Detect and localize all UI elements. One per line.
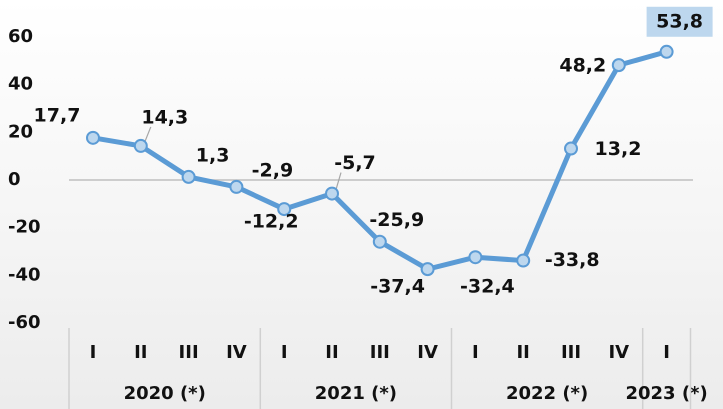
data-label: 13,2: [595, 138, 642, 160]
y-tick-label: 60: [8, 26, 33, 47]
group-label: 2020 (*): [124, 383, 206, 404]
data-label: 1,3: [196, 144, 230, 166]
group-label: 2023 (*): [625, 383, 707, 404]
y-tick-label: -40: [8, 264, 41, 285]
y-tick-label: -60: [8, 312, 41, 333]
marker: [135, 140, 147, 152]
data-label: -5,7: [334, 152, 376, 174]
data-label: 17,7: [34, 104, 81, 126]
data-label: -37,4: [370, 276, 425, 298]
x-tick-label: I: [663, 342, 670, 363]
marker: [565, 143, 577, 155]
data-label: -2,9: [252, 159, 294, 181]
x-tick-label: II: [325, 342, 338, 363]
marker: [230, 181, 242, 193]
x-tick-label: IV: [608, 342, 629, 363]
x-tick-label: III: [370, 342, 390, 363]
marker: [469, 251, 481, 263]
data-label: -25,9: [369, 209, 424, 231]
data-label: 14,3: [141, 106, 188, 128]
y-tick-label: 0: [8, 169, 21, 190]
marker: [661, 46, 673, 58]
y-tick-label: 40: [8, 74, 33, 95]
marker: [374, 236, 386, 248]
marker: [517, 255, 529, 267]
marker: [183, 171, 195, 183]
leader-line: [145, 127, 151, 142]
x-tick-label: I: [90, 342, 97, 363]
y-tick-label: 20: [8, 121, 33, 142]
data-label: -12,2: [244, 211, 299, 233]
data-label: 48,2: [559, 55, 606, 77]
data-label: -33,8: [545, 249, 600, 271]
x-tick-label: I: [472, 342, 479, 363]
marker: [613, 59, 625, 71]
x-tick-label: IV: [226, 342, 247, 363]
group-label: 2021 (*): [315, 383, 397, 404]
x-tick-label: II: [134, 342, 147, 363]
chart: -60-40-200204060IIIIIIIVIIIIIIIVIIIIIIIV…: [0, 0, 723, 409]
data-label: -32,4: [460, 276, 515, 298]
x-tick-label: III: [561, 342, 581, 363]
x-tick-label: I: [281, 342, 288, 363]
group-label: 2022 (*): [506, 383, 588, 404]
marker: [326, 188, 338, 200]
leader-line: [336, 173, 341, 190]
x-tick-label: III: [179, 342, 199, 363]
marker: [422, 263, 434, 275]
y-tick-label: -20: [8, 217, 41, 238]
marker: [87, 132, 99, 144]
data-label: 53,8: [656, 10, 703, 32]
x-tick-label: IV: [417, 342, 438, 363]
x-tick-label: II: [516, 342, 529, 363]
